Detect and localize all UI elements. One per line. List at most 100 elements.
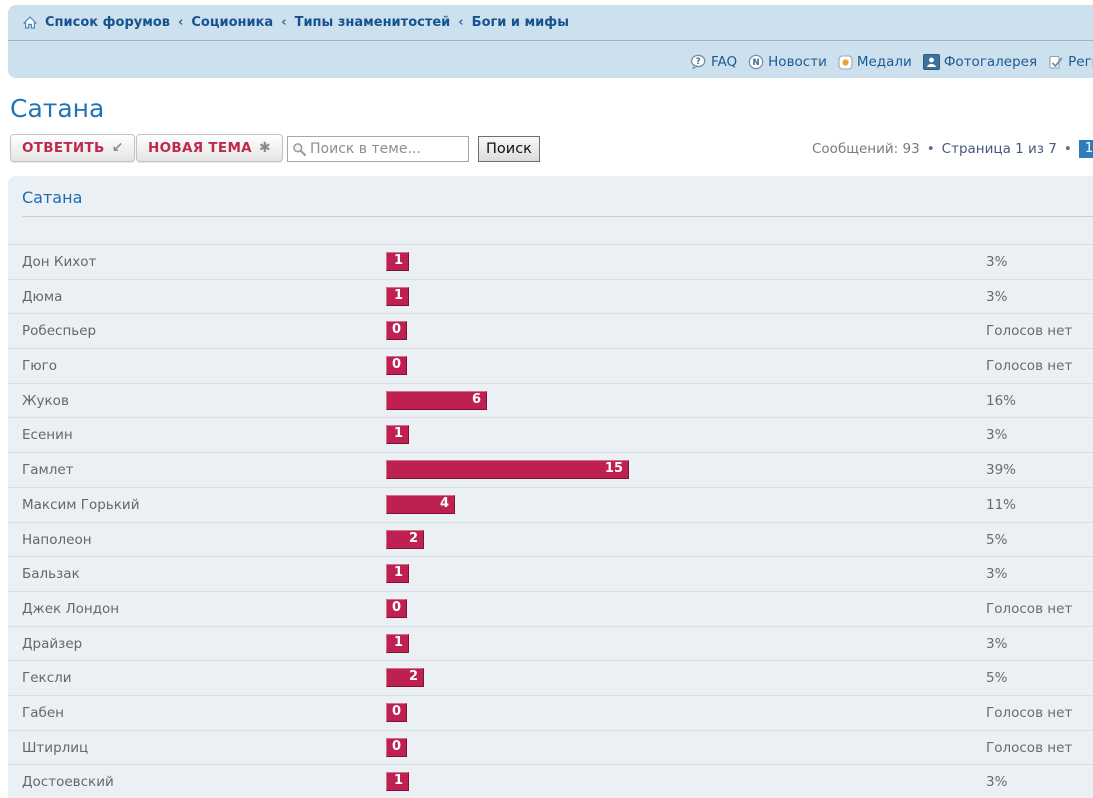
pagination-bullet: • — [1063, 141, 1072, 157]
header-band: Список форумов ‹ Соционика ‹ Типы знамен… — [8, 5, 1093, 78]
poll-percent: 3% — [986, 427, 1008, 444]
poll-option-row: Драйзер 1 3% — [8, 625, 1093, 661]
poll-result-bar: 0 — [386, 321, 407, 341]
poll-option-row: Максим Горький 4 11% — [8, 486, 1093, 522]
poll-option-row: Гексли 2 5% — [8, 660, 1093, 695]
poll-option-row: Габен 0 Голосов нет — [8, 694, 1093, 730]
poll-percent: 16% — [986, 392, 1017, 409]
reply-button[interactable]: ОТВЕТИТЬ ↙ — [10, 134, 136, 162]
poll-option-row: Дон Кихот 1 3% — [8, 244, 1093, 279]
poll-option-label: Джек Лондон — [22, 600, 120, 617]
poll-result-bar: 1 — [386, 425, 409, 445]
pagination-bullet: • — [926, 141, 935, 157]
breadcrumb-separator: ‹ — [458, 15, 464, 30]
poll-option-label: Достоевский — [22, 774, 114, 791]
poll-title: Сатана — [22, 188, 1093, 217]
poll-result-bar: 0 — [386, 702, 407, 722]
poll-option-label: Есенин — [22, 427, 73, 444]
breadcrumb-item-socionics[interactable]: Соционика — [191, 15, 274, 30]
poll-percent: 3% — [986, 566, 1008, 583]
news-link-label: Новости — [768, 54, 827, 70]
poll-result-bar: 1 — [386, 252, 409, 271]
poll-option-label: Гексли — [22, 670, 72, 687]
photo-gallery-icon — [922, 54, 940, 70]
poll-result-bar: 1 — [386, 772, 409, 792]
faq-icon: ? — [690, 54, 707, 70]
poll-option-label: Робеспьер — [22, 323, 97, 340]
medals-icon — [838, 54, 853, 70]
register-link-label: Регистрация — [1068, 54, 1093, 70]
new-topic-button-label: НОВАЯ ТЕМА — [148, 140, 252, 156]
search-input[interactable] — [307, 141, 468, 157]
faq-link[interactable]: ? FAQ — [690, 54, 737, 70]
poll-percent: 5% — [986, 531, 1008, 548]
page-of-text: Страница 1 из 7 — [941, 141, 1057, 157]
messages-count: Сообщений: 93 — [812, 141, 920, 157]
poll-result-bar: 0 — [386, 737, 407, 757]
poll-percent: 3% — [986, 635, 1008, 652]
svg-text:?: ? — [696, 57, 701, 67]
poll-result-bar: 2 — [386, 529, 424, 549]
home-icon[interactable] — [22, 15, 38, 31]
poll-option-row: Гюго 0 Голосов нет — [8, 348, 1093, 383]
poll-option-row: Жуков 6 16% — [8, 382, 1093, 418]
medals-link-label: Медали — [856, 54, 912, 70]
poll-percent: Голосов нет — [986, 739, 1073, 756]
poll-result-bar: 1 — [386, 633, 409, 653]
news-link[interactable]: N Новости — [748, 54, 827, 70]
photo-gallery-link-label: Фотогалерея — [943, 54, 1038, 70]
photo-gallery-link[interactable]: Фотогалерея — [922, 54, 1038, 70]
register-link[interactable]: Регистрация — [1048, 54, 1093, 70]
poll-option-label: Жуков — [22, 392, 69, 409]
poll-option-label: Наполеон — [22, 531, 92, 548]
poll-option-label: Гюго — [22, 358, 57, 375]
header-links: ? FAQ N Новости — [690, 48, 1093, 76]
poll-percent: 3% — [986, 774, 1008, 791]
poll-option-label: Гамлет — [22, 462, 74, 479]
poll-option-row: Наполеон 2 5% — [8, 521, 1093, 557]
poll-option-row: Есенин 1 3% — [8, 417, 1093, 452]
reply-button-label: ОТВЕТИТЬ — [22, 140, 105, 156]
poll-percent: 39% — [986, 462, 1017, 479]
poll-option-label: Габен — [22, 704, 64, 721]
new-topic-button[interactable]: НОВАЯ ТЕМА ✱ — [136, 134, 283, 162]
poll-option-row: Гамлет 15 39% — [8, 452, 1093, 487]
page-title: Сатана — [10, 94, 105, 123]
breadcrumb: Список форумов ‹ Соционика ‹ Типы знамен… — [8, 5, 1093, 41]
poll-result-bar: 4 — [386, 494, 455, 514]
poll-panel: Сатана Дон Кихот 1 3% Дюма 1 3% Робеспьер 0 Голо… — [8, 176, 1093, 798]
current-page-button[interactable]: 1 — [1078, 140, 1093, 158]
search-button[interactable]: Поиск — [478, 136, 540, 162]
poll-option-label: Дон Кихот — [22, 254, 97, 270]
medals-link[interactable]: Медали — [838, 54, 912, 70]
poll-option-label: Максим Горький — [22, 496, 140, 513]
poll-rows: Дон Кихот 1 3% Дюма 1 3% Робеспьер 0 Голосов нет… — [8, 244, 1093, 798]
reply-arrow-icon: ↙ — [111, 140, 124, 156]
news-icon: N — [748, 54, 764, 70]
poll-percent: 5% — [986, 670, 1008, 687]
poll-option-row: Бальзак 1 3% — [8, 556, 1093, 591]
breadcrumb-item-forum-list[interactable]: Список форумов — [45, 15, 171, 30]
search-icon — [292, 142, 307, 157]
poll-result-bar: 0 — [386, 356, 407, 376]
poll-option-row: Достоевский 1 3% — [8, 764, 1093, 798]
poll-percent: 11% — [986, 496, 1017, 513]
poll-option-label: Дюма — [22, 288, 63, 305]
poll-option-label: Штирлиц — [22, 739, 89, 756]
poll-result-bar: 0 — [386, 598, 407, 618]
breadcrumb-item-gods-and-myths[interactable]: Боги и мифы — [471, 15, 569, 30]
poll-option-row: Штирлиц 0 Голосов нет — [8, 729, 1093, 765]
poll-percent: 3% — [986, 288, 1008, 305]
breadcrumb-separator: ‹ — [281, 15, 287, 30]
poll-percent: Голосов нет — [986, 358, 1073, 375]
poll-percent: Голосов нет — [986, 600, 1073, 617]
poll-percent: 3% — [986, 254, 1008, 270]
svg-text:N: N — [753, 58, 760, 68]
breadcrumb-item-celebrity-types[interactable]: Типы знаменитостей — [294, 15, 451, 30]
breadcrumb-separator: ‹ — [178, 15, 184, 30]
poll-result-bar: 15 — [386, 460, 629, 480]
poll-result-bar: 1 — [386, 564, 409, 584]
poll-option-label: Бальзак — [22, 566, 80, 583]
poll-option-row: Джек Лондон 0 Голосов нет — [8, 590, 1093, 626]
